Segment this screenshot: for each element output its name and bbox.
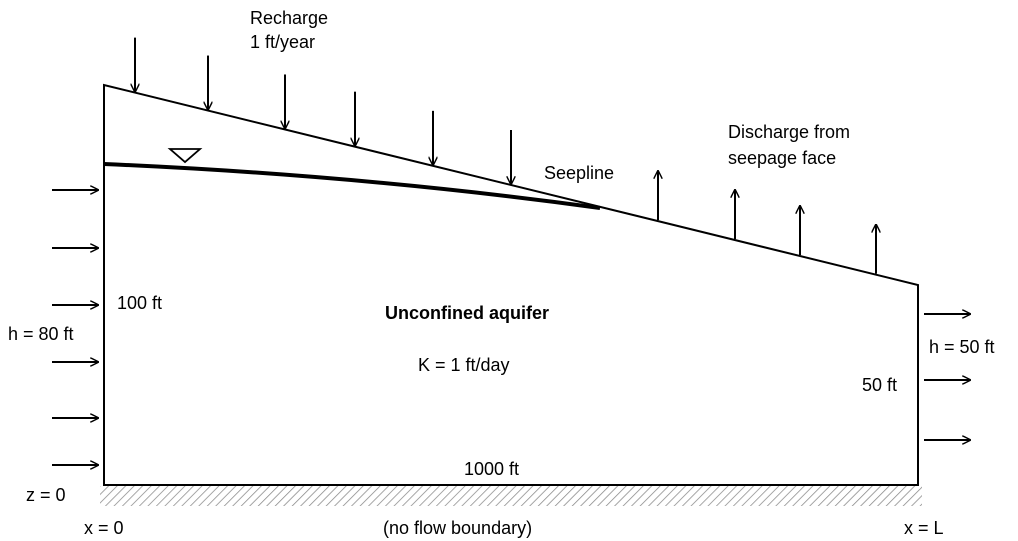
bottom-length: 1000 ft — [464, 459, 519, 479]
aquifer-title: Unconfined aquifer — [385, 303, 549, 323]
ground-hatch — [100, 486, 922, 506]
recharge-title: Recharge — [250, 8, 328, 28]
left-height: 100 ft — [117, 293, 162, 313]
right-head: h = 50 ft — [929, 337, 995, 357]
left-head: h = 80 ft — [8, 324, 74, 344]
water-table — [103, 162, 601, 210]
discharge-line1: Discharge from — [728, 122, 850, 142]
left-datum: z = 0 — [26, 485, 66, 505]
discharge-line2: seepage face — [728, 148, 836, 168]
seepline-label: Seepline — [544, 163, 614, 183]
right-height: 50 ft — [862, 375, 897, 395]
arrows — [52, 37, 970, 465]
right-position: x = L — [904, 518, 944, 538]
left-position: x = 0 — [84, 518, 124, 538]
aquifer-conductivity: K = 1 ft/day — [418, 355, 510, 375]
bottom-boundary: (no flow boundary) — [383, 518, 532, 538]
water-table-symbol — [167, 148, 203, 164]
recharge-rate: 1 ft/year — [250, 32, 315, 52]
aquifer-outline — [103, 83, 919, 486]
